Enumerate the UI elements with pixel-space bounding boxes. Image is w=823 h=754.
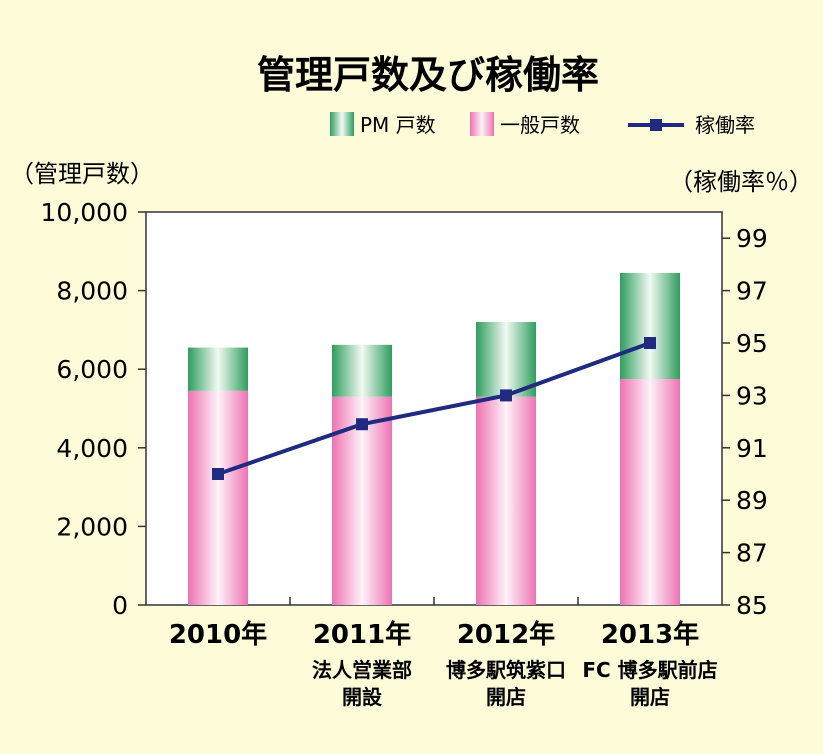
right-tick-label: 97 — [736, 277, 768, 306]
left-tick-label: 4,000 — [56, 434, 128, 463]
left-tick-label: 6,000 — [56, 355, 128, 384]
left-tick-label: 0 — [112, 591, 128, 620]
legend-label-occupancy: 稼働率 — [695, 113, 755, 137]
legend: PM 戸数 一般戸数 稼働率 — [330, 112, 755, 137]
category-label: 2011年 — [313, 619, 411, 650]
right-tick-label: 87 — [736, 539, 768, 568]
right-tick-label: 89 — [736, 486, 768, 515]
legend-marker-occupancy — [650, 119, 662, 131]
right-tick-label: 93 — [736, 381, 768, 410]
occupancy-point-4 — [644, 337, 656, 349]
occupancy-polyline — [217, 341, 651, 476]
right-tick-label: 91 — [736, 434, 768, 463]
right-axis-label: （稼働率％） — [669, 168, 813, 196]
bars — [188, 272, 680, 605]
legend-label-pm: PM 戸数 — [360, 113, 436, 137]
bar-pm-1 — [188, 347, 248, 391]
bar-general-1 — [188, 390, 248, 605]
category-note: FC 博多駅前店 — [582, 658, 717, 682]
category-note: 博多駅筑紫口 — [446, 658, 566, 682]
bar-pm-3 — [476, 322, 536, 397]
left-axis-label: （管理戸数） — [10, 160, 154, 188]
occupancy-point-2 — [356, 418, 368, 431]
chart-title: 管理戸数及び稼働率 — [257, 53, 599, 97]
category-note: 法人営業部 — [312, 658, 412, 682]
left-tick-label: 10,000 — [41, 198, 128, 227]
category-label: 2010年 — [169, 619, 267, 650]
category-note: 開店 — [486, 685, 526, 709]
occupancy-point-1 — [212, 468, 224, 480]
category-label: 2013年 — [601, 619, 699, 650]
legend-swatch-general — [470, 112, 494, 136]
right-tick-label: 95 — [736, 329, 768, 358]
bar-general-4 — [620, 379, 680, 605]
category-note: 開店 — [630, 685, 670, 709]
occupancy-point-3 — [500, 389, 512, 402]
category-note: 開設 — [342, 685, 383, 709]
legend-swatch-pm — [330, 112, 354, 136]
right-tick-label: 99 — [736, 224, 768, 253]
occupancy-line — [212, 337, 656, 480]
left-tick-label: 8,000 — [56, 277, 128, 306]
legend-label-general: 一般戸数 — [500, 113, 580, 137]
bar-pm-4 — [620, 272, 680, 380]
bar-general-3 — [476, 396, 536, 605]
right-tick-label: 85 — [736, 591, 768, 620]
left-tick-label: 2,000 — [56, 512, 128, 541]
left-axis: 0 2,000 4,000 6,000 8,000 10,000 — [41, 198, 146, 620]
bar-pm-2 — [332, 344, 392, 397]
category-label: 2012年 — [457, 619, 555, 650]
right-axis: 85 87 89 91 93 95 97 99 — [722, 224, 768, 620]
